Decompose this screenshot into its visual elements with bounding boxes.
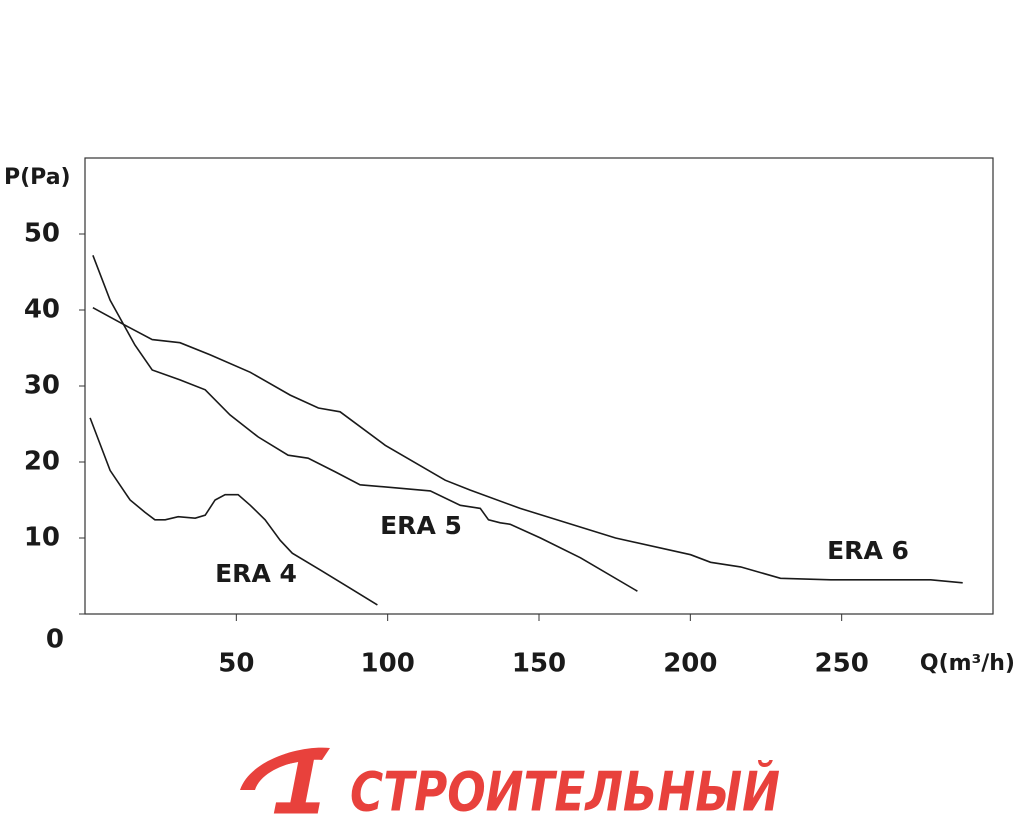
y-tick-label: 0 (46, 625, 64, 655)
series-label: ERA 6 (827, 536, 909, 565)
x-tick-label: 250 (815, 649, 869, 679)
series-label: ERA 4 (215, 559, 297, 588)
x-tick-label: 200 (663, 649, 717, 679)
y-tick-label: 30 (24, 371, 60, 401)
y-axis-label: P(Pa) (4, 165, 71, 190)
y-tick-label: 20 (24, 447, 60, 477)
x-tick-label: 50 (218, 649, 254, 679)
logo: 1 СТРОИТЕЛЬНЫЙ (240, 734, 780, 834)
y-tick-label: 50 (24, 219, 60, 249)
logo-swoosh (240, 747, 330, 790)
series-line (92, 306, 963, 584)
series-line (92, 255, 638, 592)
series-line (89, 417, 378, 606)
x-axis-label: Q(m³/h) (920, 651, 1015, 676)
y-tick-label: 40 (24, 295, 60, 325)
logo-text: СТРОИТЕЛЬНЫЙ (350, 761, 780, 824)
y-tick-label: 10 (24, 523, 60, 553)
logo-digit: 1 (270, 734, 330, 834)
x-tick-label: 150 (512, 649, 566, 679)
x-tick-label: 100 (361, 649, 415, 679)
series-label: ERA 5 (380, 511, 462, 540)
